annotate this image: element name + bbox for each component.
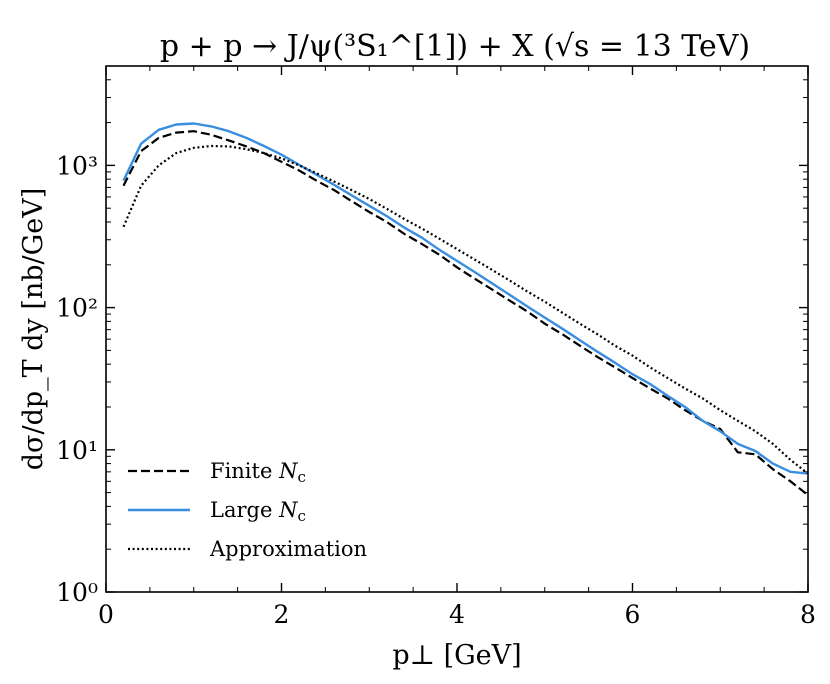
tick-labels: 0 2 4 6 8 10⁰ 10¹ 10² 10³ (56, 151, 816, 629)
y-tick-label: 10¹ (56, 436, 98, 465)
x-tick-label: 4 (449, 600, 465, 629)
y-axis-title: dσ/dp_T dy [nb/GeV] (18, 188, 49, 470)
y-tick-label: 10⁰ (56, 578, 98, 607)
legend-label: Large Nc (210, 498, 306, 525)
y-tick-label: 10³ (56, 151, 98, 180)
series-line-approximation (122, 144, 809, 475)
legend-label: Approximation (209, 537, 367, 561)
x-axis-title: p⊥ [GeV] (392, 640, 521, 671)
x-tick-label: 2 (274, 600, 290, 629)
x-tick-label: 0 (98, 600, 114, 629)
x-tick-label: 6 (625, 600, 641, 629)
series-line-finite-n-c (122, 130, 809, 496)
axis-ticks (105, 65, 809, 593)
series-lines (122, 122, 809, 496)
legend-label: Finite Nc (210, 459, 306, 486)
y-tick-label: 10² (56, 294, 98, 323)
series-line-large-n-c (122, 122, 809, 475)
legend: Finite Nc Large Nc Approximation (128, 459, 367, 561)
chart-title: p + p → J/ψ(³S₁^[1]) + X (√s = 13 TeV) (160, 29, 750, 64)
x-tick-label: 8 (800, 600, 816, 629)
